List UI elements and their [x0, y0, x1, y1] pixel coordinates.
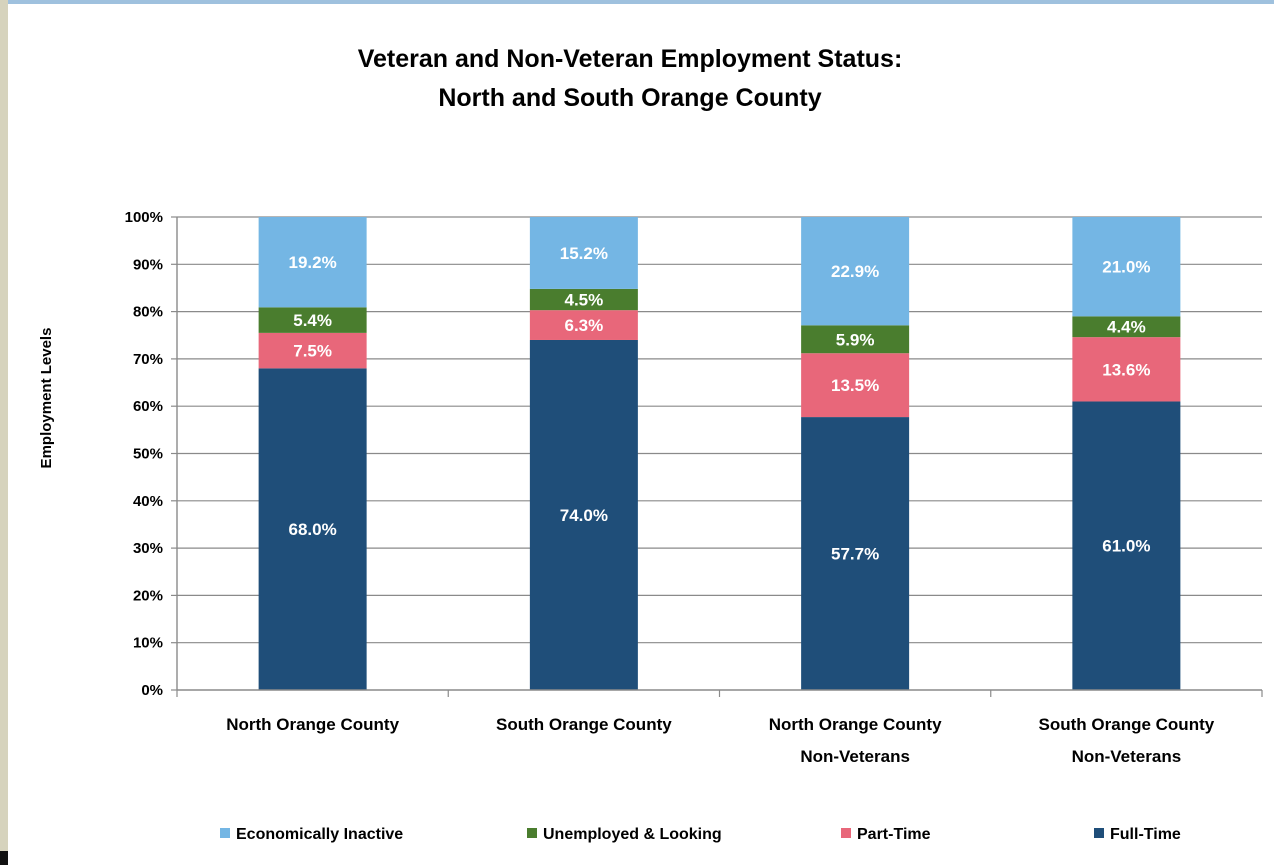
bar-segment: [801, 353, 910, 418]
bar-segment: [1072, 316, 1181, 338]
legend-label: Unemployed & Looking: [543, 826, 722, 843]
y-tick-label: 80%: [133, 304, 163, 321]
bar-segment: [258, 332, 367, 369]
bars: 68.0% 74.0% 57.7% 61.0% 7.5% 6.3% 13.5% 13.6% 5.…: [258, 217, 1181, 690]
data-label: 7.5%: [293, 342, 332, 361]
corner-mark: [0, 851, 8, 865]
bar-segment: [801, 217, 910, 326]
data-label: 15.2%: [560, 244, 608, 263]
legend-swatch: [1094, 828, 1104, 838]
bar-segment: [529, 217, 638, 289]
y-tick-label: 70%: [133, 351, 163, 368]
y-tick-label: 100%: [125, 209, 163, 226]
y-tick-label: 60%: [133, 398, 163, 415]
legend-swatch: [220, 828, 230, 838]
data-label: 21.0%: [1102, 258, 1150, 277]
bar-segment: [258, 307, 367, 333]
legend-label: Economically Inactive: [236, 826, 403, 843]
legend: Economically Inactive Unemployed & Lookin…: [220, 826, 1181, 843]
chart-title-line-2: North and South Orange County: [438, 84, 821, 112]
data-label: 22.9%: [831, 262, 879, 281]
data-label: 5.4%: [293, 311, 332, 330]
legend-swatch: [527, 828, 537, 838]
data-label: 4.4%: [1107, 318, 1146, 337]
x-category-label: Non-Veterans: [1072, 747, 1182, 766]
data-label: 13.5%: [831, 376, 879, 395]
top-border: [8, 0, 1274, 4]
data-label: 5.9%: [836, 330, 875, 349]
y-tick-label: 10%: [133, 635, 163, 652]
data-label: 57.7%: [831, 545, 879, 564]
bar-segment: [1072, 337, 1181, 402]
y-tick-label: 30%: [133, 540, 163, 557]
data-label: 19.2%: [289, 253, 337, 272]
y-tick-label: 50%: [133, 446, 163, 463]
bar-segment: [529, 288, 638, 311]
y-tick-label: 90%: [133, 256, 163, 273]
bar-segment: [258, 217, 367, 308]
legend-label: Full-Time: [1110, 826, 1181, 843]
legend-swatch: [841, 828, 851, 838]
data-label: 68.0%: [289, 520, 337, 539]
data-label: 4.5%: [565, 291, 604, 310]
x-category-label: Non-Veterans: [800, 747, 910, 766]
x-category-label: South Orange County: [496, 715, 672, 734]
bar-segment: [529, 310, 638, 340]
bar-segment: [529, 339, 638, 690]
bar-segment: [258, 368, 367, 690]
x-category-label: North Orange County: [226, 715, 399, 734]
x-category-label: South Orange County: [1039, 715, 1215, 734]
axes: 0% 10% 20% 30% 40% 50% 60% 70% 80% 90% 100% North O…: [125, 209, 1263, 766]
y-tick-label: 40%: [133, 493, 163, 510]
y-tick-label: 20%: [133, 587, 163, 604]
y-axis-label: Employment Levels: [38, 328, 55, 469]
bar-segment: [1072, 217, 1181, 317]
data-label: 61.0%: [1102, 537, 1150, 556]
y-tick-label: 0%: [141, 682, 163, 699]
bar-segment: [801, 417, 910, 690]
bar-segment: [1072, 401, 1181, 690]
chart-title-line-1: Veteran and Non-Veteran Employment Statu…: [358, 45, 903, 73]
chart-panel: [8, 4, 1274, 865]
data-label: 74.0%: [560, 506, 608, 525]
data-label: 6.3%: [565, 316, 604, 335]
legend-label: Part-Time: [857, 826, 931, 843]
bar-segment: [801, 325, 910, 354]
data-label: 13.6%: [1102, 360, 1150, 379]
x-category-label: North Orange County: [769, 715, 942, 734]
